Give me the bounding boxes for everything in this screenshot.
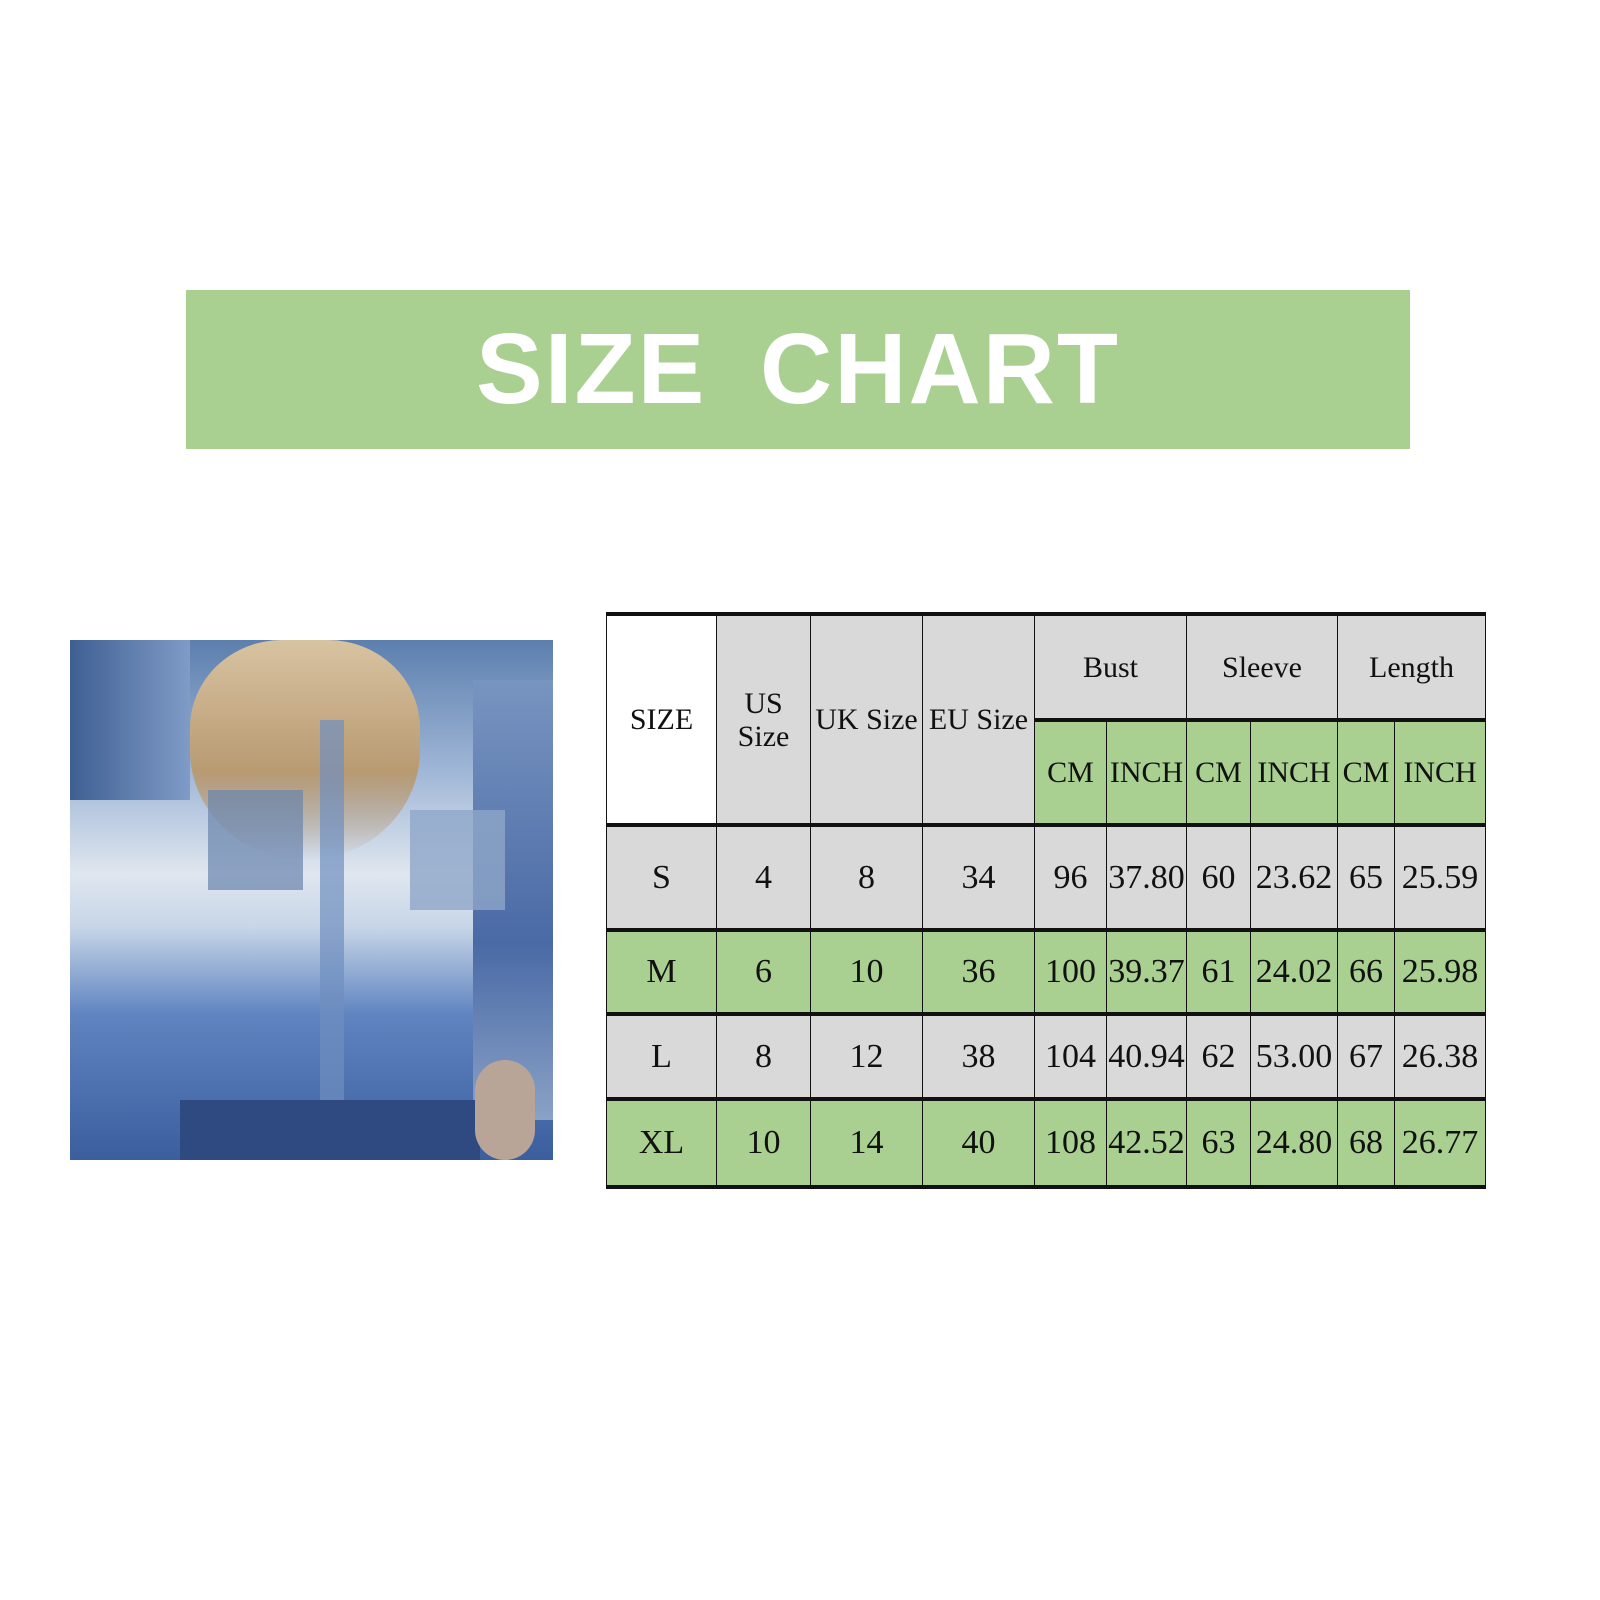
header-size: SIZE	[606, 612, 717, 826]
table-cell: 65	[1337, 823, 1395, 931]
table-cell: 25.98	[1393, 928, 1487, 1015]
photo-pocket-right	[410, 810, 505, 910]
table-cell: 24.80	[1250, 1097, 1338, 1189]
table-cell: 37.80	[1106, 823, 1187, 931]
photo-placket	[320, 720, 344, 1160]
table-cell: 23.62	[1250, 823, 1338, 931]
table-cell: 10	[810, 928, 923, 1015]
photo-pocket-left	[208, 790, 303, 890]
table-row: XL 10 14 40 108 42.52 63 24.80 68 26.77	[606, 1097, 1487, 1189]
header-length: Length	[1336, 612, 1487, 721]
table-cell: 26.38	[1393, 1012, 1487, 1100]
size-chart-banner: SIZE CHART	[186, 290, 1410, 449]
table-cell: 26.77	[1393, 1097, 1487, 1189]
table-cell: 96	[1034, 823, 1107, 931]
photo-arm-left	[70, 640, 190, 800]
header-us-size: US Size	[716, 612, 811, 826]
table-cell: 25.59	[1393, 823, 1487, 931]
table-row: L 8 12 38 104 40.94 62 53.00 67 26.38	[606, 1012, 1487, 1100]
table-cell: 67	[1337, 1012, 1395, 1100]
table-cell: 34	[922, 823, 1035, 931]
header-uk-size: UK Size	[810, 612, 923, 826]
table-cell: 8	[810, 823, 923, 931]
table-cell: 108	[1034, 1097, 1107, 1189]
table-cell: L	[606, 1012, 717, 1100]
denim-shirt-photo	[70, 640, 553, 1160]
table-cell: 68	[1337, 1097, 1395, 1189]
unit-row: CM INCH CM INCH CM INCH	[607, 718, 1487, 826]
header-eu-size: EU Size	[922, 612, 1035, 826]
table-cell: 100	[1034, 928, 1107, 1015]
table-cell: 10	[716, 1097, 811, 1189]
table-cell: 42.52	[1106, 1097, 1187, 1189]
table-cell: M	[606, 928, 717, 1015]
table-cell: 53.00	[1250, 1012, 1338, 1100]
table-cell: S	[606, 823, 717, 931]
table-row: S 4 8 34 96 37.80 60 23.62 65 25.59	[606, 823, 1487, 931]
table-cell: 104	[1034, 1012, 1107, 1100]
header-bust: Bust	[1034, 612, 1187, 721]
photo-jeans	[180, 1100, 480, 1160]
table-row: M 6 10 36 100 39.37 61 24.02 66 25.98	[606, 928, 1487, 1015]
table-cell: 8	[716, 1012, 811, 1100]
header-unit: INCH	[1106, 718, 1187, 826]
table-cell: 12	[810, 1012, 923, 1100]
header-unit: CM	[1186, 718, 1251, 826]
table-cell: 63	[1186, 1097, 1251, 1189]
header-unit: INCH	[1393, 718, 1487, 826]
table-cell: 39.37	[1106, 928, 1187, 1015]
table-cell: 66	[1337, 928, 1395, 1015]
table-cell: 40.94	[1106, 1012, 1187, 1100]
photo-tattoo	[475, 1060, 535, 1160]
size-table: SIZE US Size UK Size EU Size Bust Sleeve…	[606, 612, 1487, 1189]
header-unit: CM	[1034, 718, 1107, 826]
table-cell: 40	[922, 1097, 1035, 1189]
table-cell: 60	[1186, 823, 1251, 931]
table-cell: 14	[810, 1097, 923, 1189]
table-cell: 61	[1186, 928, 1251, 1015]
header-sleeve: Sleeve	[1186, 612, 1338, 721]
header-unit: CM	[1337, 718, 1395, 826]
table-cell: 6	[716, 928, 811, 1015]
table-cell: 36	[922, 928, 1035, 1015]
banner-title: SIZE CHART	[476, 313, 1120, 425]
table-cell: 62	[1186, 1012, 1251, 1100]
table-cell: 38	[922, 1012, 1035, 1100]
header-unit: INCH	[1250, 718, 1338, 826]
table-cell: 4	[716, 823, 811, 931]
table-cell: XL	[606, 1097, 717, 1189]
table-cell: 24.02	[1250, 928, 1338, 1015]
